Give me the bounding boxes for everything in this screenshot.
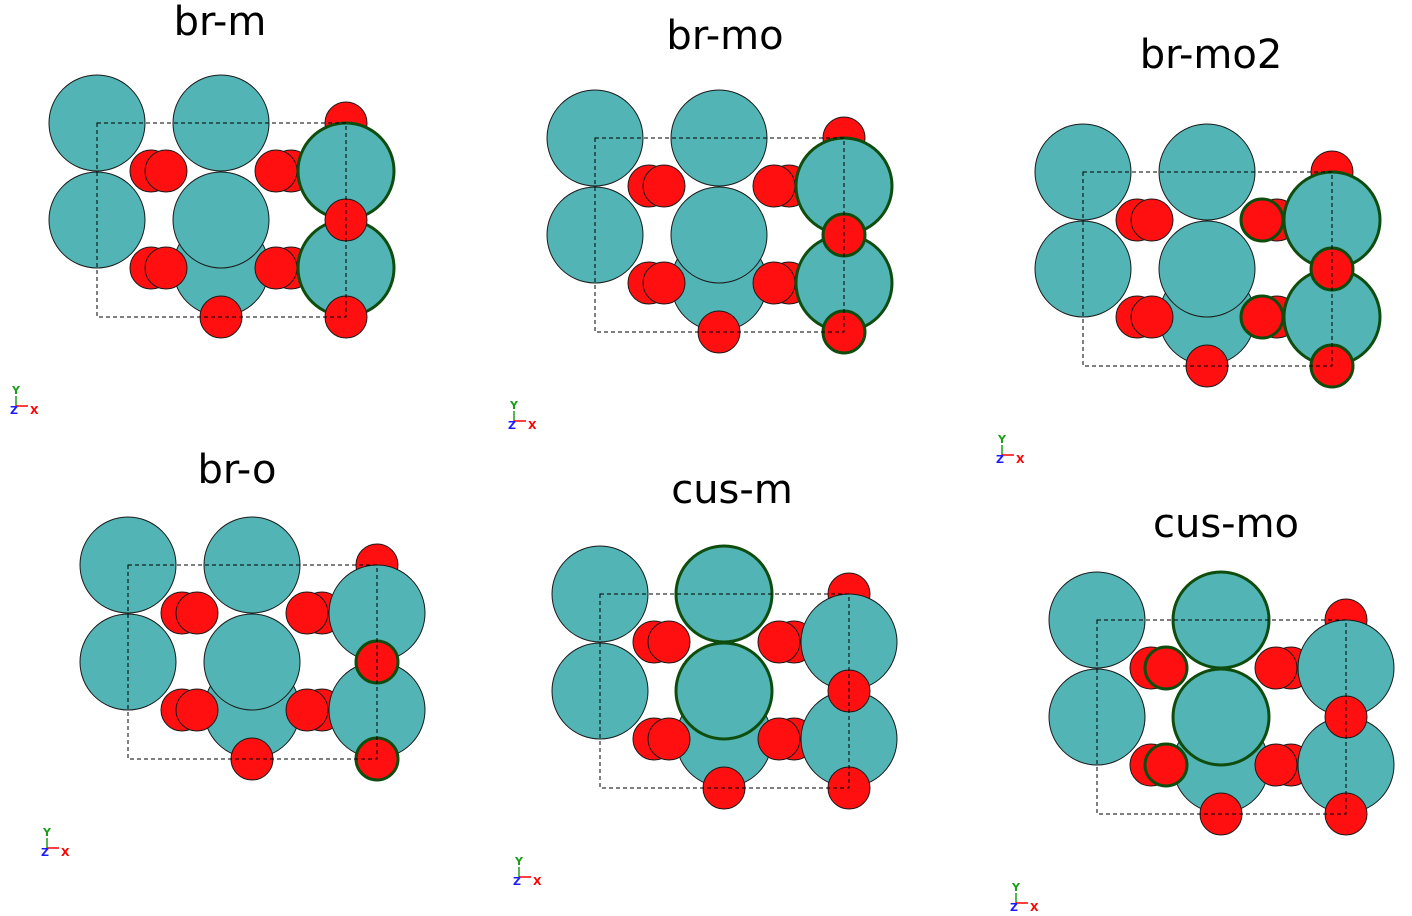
structure-diagram: YZ X: [10, 74, 396, 417]
unit-cell-outline: [594, 137, 845, 333]
z-axis-label: Z: [10, 404, 18, 417]
axis-triad: YZ X: [508, 399, 537, 432]
z-axis-label: Z: [513, 875, 521, 888]
y-axis-label: Y: [997, 433, 1007, 446]
unit-cell-outline: [127, 564, 378, 760]
highlighted-oxygen-atom: [1143, 645, 1189, 691]
x-axis-label: X: [1016, 453, 1025, 466]
highlighted-metal-atom: [1171, 667, 1271, 767]
unit-cell-outline: [96, 122, 347, 318]
metal-atom: [1158, 220, 1256, 318]
x-axis-label: X: [533, 875, 542, 888]
unit-cell-outline: [1096, 619, 1347, 815]
oxygen-atom: [1130, 295, 1174, 339]
panel-title: br-mo: [666, 13, 784, 59]
panel-title: br-mo2: [1139, 32, 1283, 78]
structure-diagram: YZ X: [513, 544, 898, 888]
structure-diagram: YZ X: [41, 516, 426, 859]
axis-triad: YZ X: [41, 826, 70, 859]
oxygen-atom: [642, 261, 686, 305]
x-axis-label: X: [528, 419, 537, 432]
axis-triad: YZ X: [996, 433, 1025, 466]
panel-title: cus-mo: [1152, 501, 1300, 547]
z-axis-label: Z: [996, 453, 1004, 466]
z-axis-label: Z: [508, 419, 516, 432]
oxygen-atom: [642, 164, 686, 208]
oxygen-atom: [1130, 198, 1174, 242]
panel-title: cus-m: [671, 467, 793, 513]
metal-atom: [203, 613, 301, 711]
oxygen-atom: [285, 688, 329, 732]
panel-title: br-m: [173, 0, 267, 45]
oxygen-atom: [285, 591, 329, 635]
oxygen-atom: [757, 620, 801, 664]
y-axis-label: Y: [514, 855, 524, 868]
unit-cell-outline: [599, 593, 850, 789]
z-axis-label: Z: [41, 846, 49, 859]
oxygen-atom: [144, 246, 188, 290]
x-axis-label: X: [61, 846, 70, 859]
oxygen-atom: [175, 591, 219, 635]
oxygen-atom: [757, 717, 801, 761]
structure-diagram: YZ X: [508, 89, 894, 432]
oxygen-atom: [647, 717, 691, 761]
y-axis-label: Y: [11, 384, 21, 397]
structure-diagram: YZ X: [996, 123, 1382, 466]
metal-atom: [172, 171, 270, 269]
x-axis-label: X: [30, 404, 39, 417]
oxygen-atom: [1254, 646, 1298, 690]
y-axis-label: Y: [42, 826, 52, 839]
oxygen-atom: [1254, 743, 1298, 787]
z-axis-label: Z: [1010, 901, 1018, 914]
highlighted-metal-atom: [674, 641, 774, 741]
axis-triad: YZ X: [10, 384, 39, 417]
unit-cell-outline: [1082, 171, 1333, 367]
oxygen-atom: [175, 688, 219, 732]
y-axis-label: Y: [509, 399, 519, 412]
y-axis-label: Y: [1011, 881, 1021, 894]
axis-triad: YZ X: [513, 855, 542, 888]
metal-atom: [670, 186, 768, 284]
oxygen-atom: [144, 149, 188, 193]
panel-title: br-o: [197, 447, 277, 493]
x-axis-label: X: [1030, 901, 1039, 914]
oxygen-atom: [647, 620, 691, 664]
axis-triad: YZ X: [1010, 881, 1039, 914]
highlighted-oxygen-atom: [1143, 742, 1189, 788]
